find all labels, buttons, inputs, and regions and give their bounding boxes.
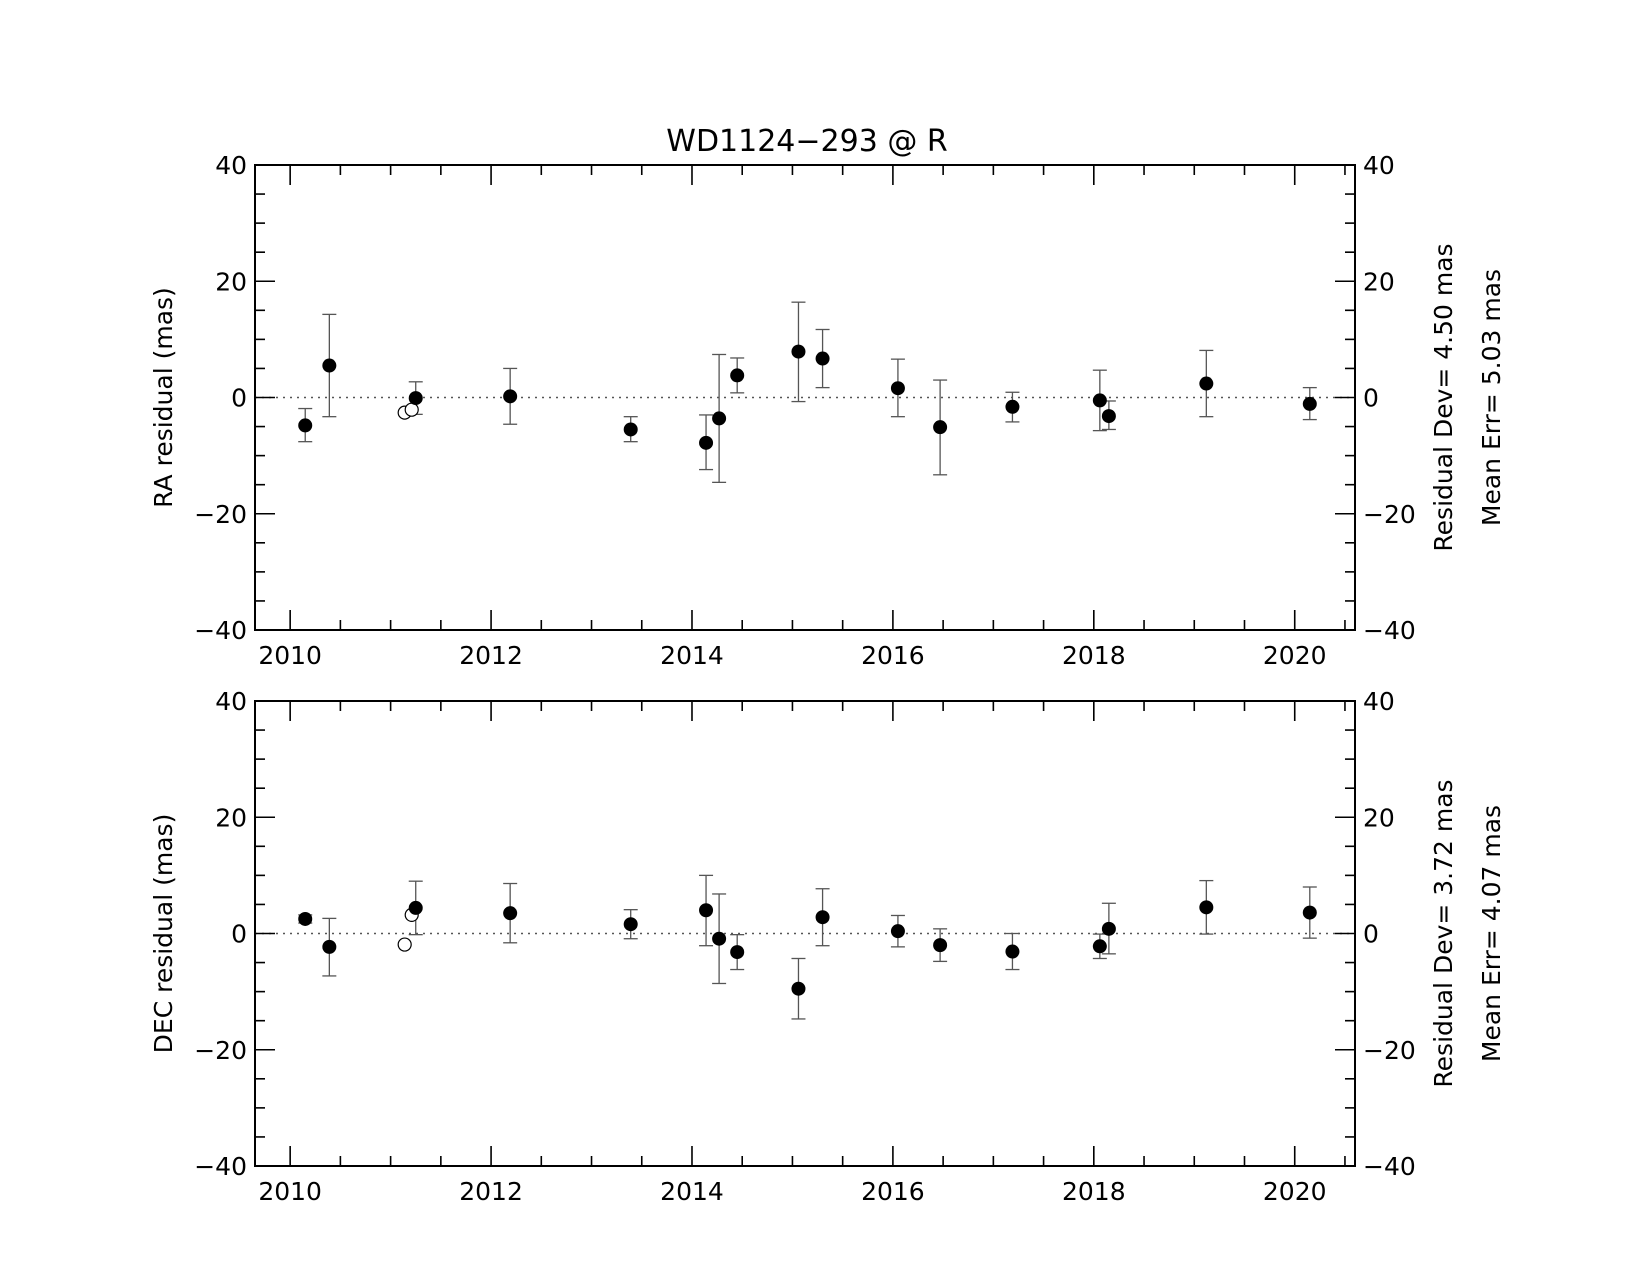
filled-data-point (1092, 393, 1107, 408)
mean-err-label: Mean Err= 5.03 mas (1477, 269, 1506, 526)
left-y-tick-label: −40 (194, 616, 247, 645)
plot-frame (254, 700, 1356, 1167)
filled-data-point (1302, 905, 1317, 920)
filled-data-point (815, 910, 830, 925)
filled-data-point (322, 358, 337, 373)
dec-residual-panel: 2010 2012 2014 2016 2018 2020−40 −40−20 −200 020… (149, 687, 1506, 1206)
filled-data-point (503, 906, 518, 921)
filled-data-point (322, 939, 337, 954)
right-y-tick-label: 20 (1363, 803, 1395, 832)
filled-data-point (1101, 921, 1116, 936)
x-tick-label: 2010 (258, 1177, 322, 1206)
left-y-tick-label: −20 (194, 500, 247, 529)
left-y-tick-label: 0 (231, 384, 247, 413)
x-tick-label: 2014 (660, 641, 724, 670)
x-tick-label: 2010 (258, 641, 322, 670)
right-y-tick-label: 0 (1363, 384, 1379, 413)
filled-data-point (933, 938, 948, 953)
filled-data-point (408, 391, 423, 406)
filled-data-point (890, 924, 905, 939)
left-y-tick-label: −40 (194, 1152, 247, 1181)
ra-residual-panel: 2010 2012 2014 2016 2018 2020−40 −40−20 −200 020… (149, 151, 1506, 670)
right-y-tick-label: 40 (1363, 687, 1395, 716)
filled-data-point (815, 351, 830, 366)
right-y-tick-label: 0 (1363, 920, 1379, 949)
filled-data-point (298, 418, 313, 433)
y-axis-title: RA residual (mas) (149, 287, 178, 508)
x-tick-label: 2012 (459, 1177, 523, 1206)
filled-data-point (1005, 399, 1020, 414)
left-y-tick-label: −20 (194, 1036, 247, 1065)
x-tick-label: 2020 (1263, 641, 1327, 670)
filled-data-point (408, 900, 423, 915)
filled-data-point (1199, 376, 1214, 391)
filled-data-point (699, 435, 714, 450)
filled-data-point (890, 381, 905, 396)
x-tick-label: 2014 (660, 1177, 724, 1206)
filled-data-point (298, 911, 313, 926)
x-tick-label: 2016 (861, 641, 925, 670)
chart-title: WD1124−293 @ R (666, 124, 947, 159)
filled-data-point (623, 422, 638, 437)
left-y-tick-label: 40 (215, 151, 247, 180)
filled-data-point (712, 931, 727, 946)
filled-data-point (791, 344, 806, 359)
right-y-tick-label: 20 (1363, 267, 1395, 296)
x-tick-label: 2018 (1062, 1177, 1126, 1206)
x-tick-label: 2016 (861, 1177, 925, 1206)
x-tick-label: 2012 (459, 641, 523, 670)
filled-data-point (1092, 939, 1107, 954)
x-tick-label: 2020 (1263, 1177, 1327, 1206)
right-y-tick-label: −40 (1363, 616, 1416, 645)
right-y-tick-label: −20 (1363, 500, 1416, 529)
left-y-tick-label: 0 (231, 920, 247, 949)
residual-dev-label: Residual Dev= 3.72 mas (1429, 779, 1458, 1087)
filled-data-point (503, 389, 518, 404)
right-y-tick-label: 40 (1363, 151, 1395, 180)
open-data-point (397, 937, 412, 952)
left-y-tick-label: 20 (215, 803, 247, 832)
filled-data-point (699, 903, 714, 918)
left-y-tick-label: 20 (215, 267, 247, 296)
right-y-tick-label: −20 (1363, 1036, 1416, 1065)
filled-data-point (1199, 900, 1214, 915)
filled-data-point (791, 981, 806, 996)
x-tick-label: 2018 (1062, 641, 1126, 670)
filled-data-point (1101, 409, 1116, 424)
residual-dev-label: Residual Dev= 4.50 mas (1429, 243, 1458, 551)
mean-err-label: Mean Err= 4.07 mas (1477, 805, 1506, 1062)
filled-data-point (1302, 396, 1317, 411)
y-axis-title: DEC residual (mas) (149, 814, 178, 1054)
left-y-tick-label: 40 (215, 687, 247, 716)
filled-data-point (730, 368, 745, 383)
open-data-point (404, 402, 419, 417)
filled-data-point (623, 917, 638, 932)
filled-data-point (1005, 944, 1020, 959)
right-y-tick-label: −40 (1363, 1152, 1416, 1181)
filled-data-point (730, 945, 745, 960)
filled-data-point (712, 411, 727, 426)
filled-data-point (933, 420, 948, 435)
